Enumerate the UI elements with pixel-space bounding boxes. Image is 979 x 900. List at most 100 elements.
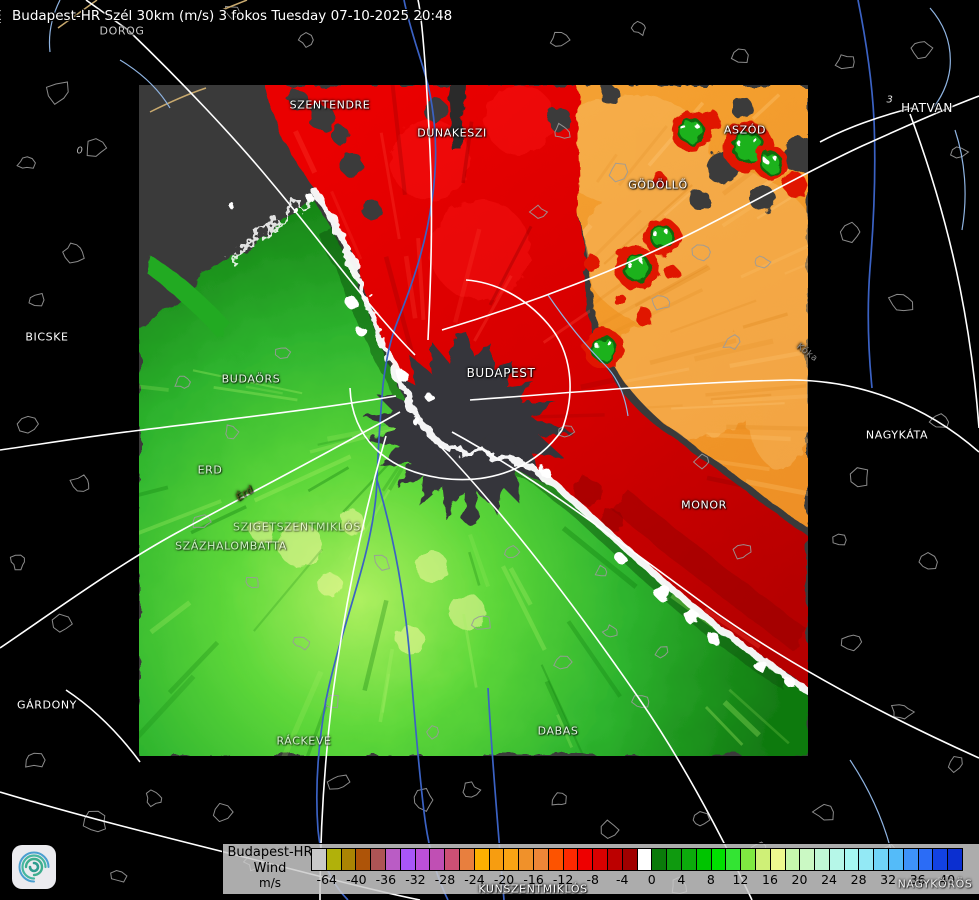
red-echo (584, 255, 600, 271)
red-echo (783, 173, 807, 197)
radar-streak (634, 264, 709, 307)
zero-line-speck (306, 194, 314, 202)
radar-streak (726, 424, 808, 432)
legend-swatch (622, 849, 638, 870)
legend-swatch (533, 849, 549, 870)
radar-streak (671, 402, 785, 410)
zero-line-speck (785, 677, 795, 687)
zero-line-speck (357, 327, 367, 337)
radar-streak (293, 130, 318, 174)
legend-tick: 20 (791, 872, 808, 887)
radar-streak (669, 299, 757, 334)
secondary-road-lines (57, 0, 248, 113)
radar-streak (190, 505, 247, 535)
zero-line-speck (345, 296, 357, 308)
legend-tick: 28 (850, 872, 867, 887)
radar-streak (784, 260, 808, 275)
legend-tick: -36 (375, 872, 397, 887)
radar-streak (139, 384, 169, 392)
cyclone-spiral-icon (18, 851, 50, 883)
radar-streak (722, 700, 761, 738)
radar-streak (389, 85, 407, 196)
legend-swatch (607, 849, 623, 870)
legend-swatch (504, 849, 520, 870)
zero-line-speck (707, 632, 719, 644)
legend-swatch (859, 849, 875, 870)
green-streak-nw (146, 255, 232, 338)
storm-cell-speck (640, 259, 645, 264)
radar-streak (710, 393, 772, 401)
legend-swatch (415, 849, 431, 870)
legend-swatch (785, 849, 801, 870)
radar-streak (453, 228, 482, 324)
radar-streak (663, 188, 696, 217)
storm-cell-speck (606, 340, 611, 346)
radar-streak (468, 533, 490, 588)
red-echo (614, 294, 626, 306)
radar-streak (540, 664, 591, 756)
radar-streak (378, 648, 395, 723)
storm-cell-speck (751, 137, 757, 142)
legend-tick: 36 (909, 872, 926, 887)
river-lines (316, 0, 876, 900)
radar-streak (307, 466, 350, 493)
legend-swatch (430, 849, 446, 870)
zero-line-speck (754, 659, 766, 671)
radar-streak (245, 385, 283, 395)
radar-streak (272, 670, 324, 756)
radar-streak (149, 600, 192, 635)
bright-green-patch (449, 594, 485, 630)
legend-swatch (341, 849, 357, 870)
legend-swatch (474, 849, 490, 870)
legend-tick: 40 (939, 872, 956, 887)
radar-streak (139, 485, 169, 498)
red-texture (293, 85, 808, 688)
radar-streak (317, 436, 353, 446)
legend-swatch (445, 849, 460, 870)
legend-swatch (815, 849, 830, 870)
legend-swatch (681, 849, 697, 870)
legend-tick: -24 (464, 872, 485, 887)
legend-caption: Budapest-HR Wind m/s (227, 845, 313, 892)
legend-swatch (667, 849, 682, 870)
radar-streak (192, 369, 303, 395)
legend-swatch (800, 849, 816, 870)
legend-swatch (903, 849, 919, 870)
radar-streak (617, 125, 668, 187)
legend-colorbar (311, 848, 963, 871)
legend-tick: -8 (586, 872, 599, 887)
legend-swatch (459, 849, 475, 870)
red-echo (634, 307, 652, 325)
storm-cell-speck (594, 343, 600, 349)
nodata-blobs-ne (548, 85, 808, 211)
legend-tick: -20 (493, 872, 515, 887)
radar-streak (488, 225, 533, 306)
legend-panel: Budapest-HR Wind m/s -64 -40 -36 -32 -28 -24-… (222, 843, 979, 894)
legend-swatch (874, 849, 890, 870)
legend-tick: 4 (677, 872, 686, 887)
radar-streak (139, 499, 222, 545)
radar-streak (461, 121, 474, 184)
legend-swatch (726, 849, 742, 870)
radar-streak (740, 238, 808, 279)
storm-cell-speck (693, 122, 698, 128)
radar-streak (728, 688, 790, 745)
radar-streak (167, 640, 220, 695)
radar-streak (751, 93, 781, 121)
storm-cell-core (590, 335, 618, 363)
radar-streak (729, 349, 808, 369)
legend-swatch (371, 849, 386, 870)
zero-line-speck (685, 610, 699, 624)
red-echo (653, 173, 667, 187)
legend-swatch (637, 849, 653, 870)
legend-swatch (844, 849, 860, 870)
creek-lines (48, 0, 966, 859)
legend-tick: -12 (552, 872, 574, 887)
radar-streak (649, 338, 737, 366)
legend-unit: m/s (259, 876, 281, 890)
radar-streak (693, 338, 774, 362)
radar-streak (468, 551, 481, 586)
legend-tick: 24 (821, 872, 837, 887)
legend-tick: 32 (880, 872, 897, 887)
